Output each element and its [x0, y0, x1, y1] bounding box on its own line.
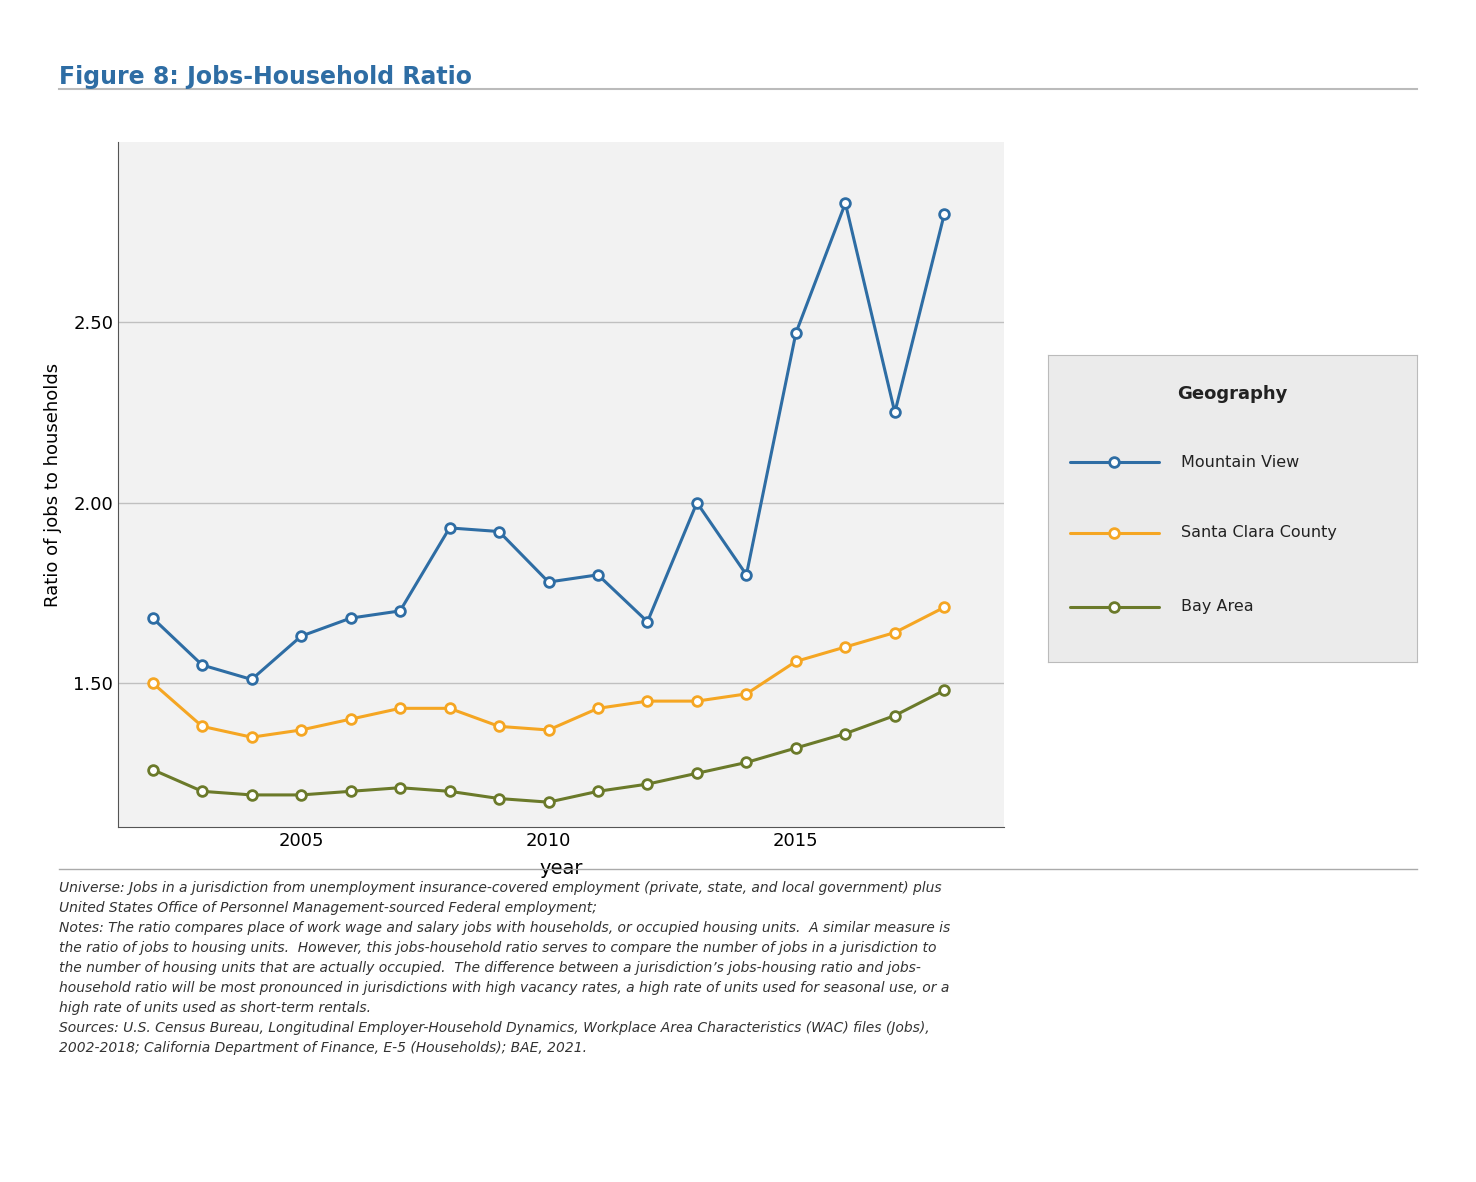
- Santa Clara County: [490, 720, 508, 734]
- Bay Area: [837, 727, 855, 741]
- Mountain View: [342, 611, 360, 625]
- Santa Clara County: [738, 687, 756, 701]
- Mountain View: [244, 673, 261, 687]
- Mountain View: [441, 521, 459, 535]
- Santa Clara County: [936, 600, 953, 615]
- Mountain View: [193, 658, 211, 673]
- Mountain View: [589, 567, 607, 582]
- Bay Area: [589, 784, 607, 798]
- Santa Clara County: [391, 701, 409, 715]
- Santa Clara County: [193, 720, 211, 734]
- Bay Area: [441, 784, 459, 798]
- Santa Clara County: [540, 723, 558, 738]
- Mountain View: [490, 525, 508, 539]
- Mountain View: [688, 495, 706, 509]
- Bay Area: [886, 708, 903, 722]
- Bay Area: [738, 755, 756, 769]
- Santa Clara County: [787, 655, 804, 669]
- Santa Clara County: [688, 694, 706, 708]
- Text: Figure 8: Jobs-Household Ratio: Figure 8: Jobs-Household Ratio: [59, 65, 472, 89]
- Bay Area: [342, 784, 360, 798]
- Mountain View: [540, 574, 558, 589]
- Y-axis label: Ratio of jobs to households: Ratio of jobs to households: [44, 363, 62, 606]
- Santa Clara County: [837, 639, 855, 654]
- Mountain View: [639, 615, 657, 629]
- Mountain View: [837, 196, 855, 210]
- Mountain View: [391, 604, 409, 618]
- Bay Area: [936, 683, 953, 697]
- Line: Bay Area: Bay Area: [148, 686, 949, 807]
- Santa Clara County: [143, 676, 161, 690]
- Santa Clara County: [244, 730, 261, 745]
- Text: Santa Clara County: Santa Clara County: [1181, 525, 1337, 540]
- Text: Geography: Geography: [1178, 385, 1287, 403]
- Line: Mountain View: Mountain View: [148, 199, 949, 684]
- Santa Clara County: [639, 694, 657, 708]
- Santa Clara County: [886, 625, 903, 639]
- Text: Bay Area: Bay Area: [1181, 599, 1253, 615]
- X-axis label: year: year: [539, 858, 583, 877]
- Mountain View: [738, 567, 756, 582]
- Text: Universe: Jobs in a jurisdiction from unemployment insurance-covered employment : Universe: Jobs in a jurisdiction from un…: [59, 881, 951, 1056]
- Bay Area: [143, 762, 161, 777]
- Mountain View: [143, 611, 161, 625]
- Santa Clara County: [589, 701, 607, 715]
- Line: Santa Clara County: Santa Clara County: [148, 603, 949, 742]
- Bay Area: [639, 777, 657, 791]
- Bay Area: [787, 741, 804, 755]
- Bay Area: [292, 788, 310, 803]
- Bay Area: [193, 784, 211, 798]
- Bay Area: [391, 780, 409, 794]
- Mountain View: [292, 629, 310, 643]
- Santa Clara County: [342, 712, 360, 726]
- Bay Area: [688, 766, 706, 780]
- Bay Area: [540, 795, 558, 810]
- Santa Clara County: [441, 701, 459, 715]
- Bay Area: [490, 792, 508, 806]
- Text: Mountain View: Mountain View: [1181, 455, 1299, 469]
- Bay Area: [244, 788, 261, 803]
- Mountain View: [936, 207, 953, 221]
- Mountain View: [886, 405, 903, 420]
- Mountain View: [787, 326, 804, 340]
- Santa Clara County: [292, 723, 310, 738]
